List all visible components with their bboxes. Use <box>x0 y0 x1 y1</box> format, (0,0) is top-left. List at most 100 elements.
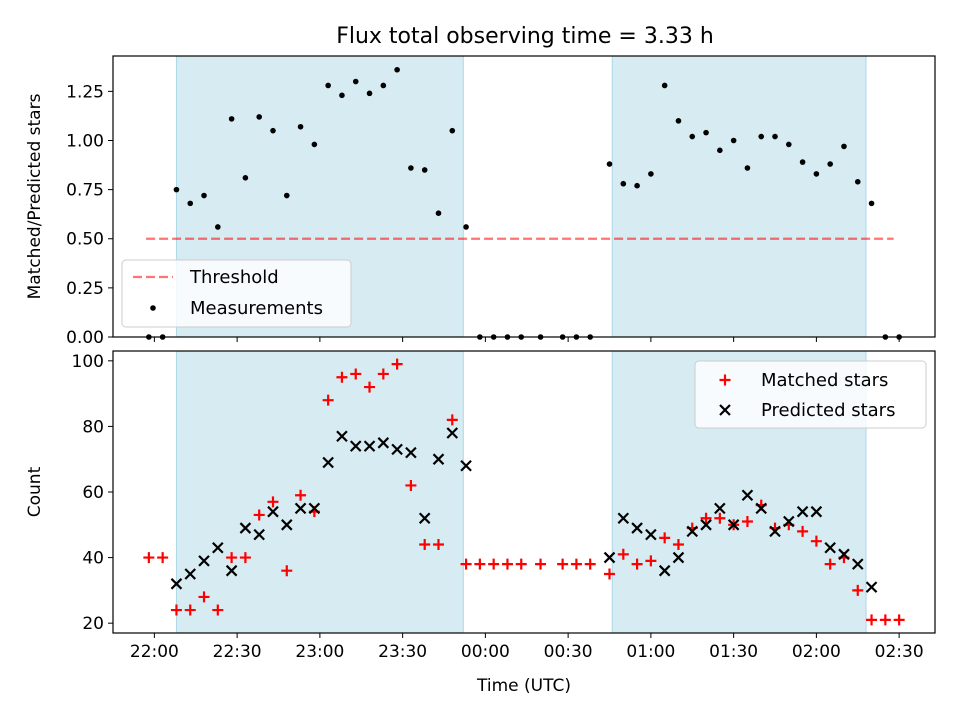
data-point <box>198 591 210 603</box>
data-point <box>239 522 252 534</box>
ratio-panel: 0.00 0.25 0.50 0.75 1.00 1.25 Matched/Predicte… <box>25 55 936 348</box>
data-point <box>226 552 238 564</box>
x-tick-label: 23:00 <box>295 642 344 662</box>
data-point <box>408 165 414 171</box>
data-point <box>714 512 726 524</box>
data-point <box>824 541 836 554</box>
data-point <box>419 538 431 550</box>
data-point <box>432 538 444 550</box>
data-point <box>703 129 709 136</box>
data-point <box>584 558 596 570</box>
data-point <box>648 171 654 177</box>
data-point <box>270 127 276 134</box>
data-point <box>308 502 321 515</box>
data-point <box>603 551 616 564</box>
data-point <box>322 394 334 406</box>
data-point <box>336 430 348 443</box>
data-point <box>689 133 696 140</box>
data-point <box>501 558 513 570</box>
data-point <box>810 505 823 518</box>
data-point <box>758 133 765 140</box>
data-point <box>394 66 400 73</box>
data-point <box>741 516 753 528</box>
data-point <box>187 200 194 207</box>
data-point <box>253 509 265 521</box>
data-point <box>460 459 472 472</box>
legend-entry: Predicted stars <box>761 400 895 421</box>
y-tick-label: 60 <box>82 483 104 503</box>
data-point <box>391 358 403 370</box>
data-point <box>405 479 417 491</box>
data-point <box>841 143 847 150</box>
y-tick-label: 1.25 <box>66 82 104 102</box>
series-predicted-stars <box>170 427 878 593</box>
data-point <box>228 116 235 122</box>
x-tick-label: 01:00 <box>626 642 675 662</box>
data-point <box>810 535 822 547</box>
data-point <box>157 552 169 564</box>
x-tick-label: 01:30 <box>709 642 758 662</box>
y-axis-label: Matched/Predicted stars <box>25 93 45 299</box>
data-point <box>352 78 359 85</box>
legend-measurement-swatch <box>150 305 156 311</box>
data-point <box>242 175 249 181</box>
data-point <box>700 512 712 524</box>
legend-entry: Measurements <box>190 298 323 319</box>
x-axis-label: Time (UTC) <box>476 676 571 696</box>
data-point <box>672 551 685 564</box>
data-point <box>604 568 616 580</box>
data-point <box>893 614 905 626</box>
data-point <box>659 532 671 544</box>
data-point <box>570 558 582 570</box>
data-point <box>325 82 331 89</box>
x-tick-label: 00:30 <box>544 642 593 662</box>
data-point <box>143 552 155 564</box>
data-point <box>796 505 809 518</box>
data-point <box>727 519 740 531</box>
data-point <box>463 224 469 230</box>
data-point <box>879 614 891 626</box>
data-point <box>446 427 459 439</box>
data-point <box>256 114 262 120</box>
data-point <box>824 558 836 570</box>
data-point <box>212 541 224 554</box>
legend-predicted-swatch <box>719 404 731 416</box>
data-point <box>868 200 875 207</box>
data-point <box>631 558 643 570</box>
data-point <box>617 512 630 525</box>
data-point <box>184 568 197 580</box>
data-point <box>449 127 456 134</box>
data-point <box>294 502 307 515</box>
y-tick-label: 1.00 <box>66 131 104 151</box>
data-point <box>446 414 458 426</box>
data-point <box>336 371 348 383</box>
data-point <box>700 519 712 531</box>
data-point <box>717 147 723 154</box>
observing-band <box>176 351 464 633</box>
x-tick-label: 23:30 <box>378 642 427 662</box>
data-point <box>295 489 307 501</box>
data-point <box>866 614 878 626</box>
data-point <box>283 192 290 199</box>
data-point <box>744 165 751 171</box>
data-point <box>675 118 682 124</box>
y-tick-label: 80 <box>82 417 104 437</box>
data-point <box>854 178 861 185</box>
data-point <box>311 141 318 148</box>
legend-entry: Matched stars <box>761 370 888 391</box>
data-point <box>198 555 210 567</box>
data-point <box>851 558 864 570</box>
legend-matched-swatch <box>719 374 731 386</box>
data-point <box>631 522 643 534</box>
data-point <box>253 528 265 541</box>
data-point <box>838 548 850 561</box>
data-point <box>617 548 629 560</box>
data-point <box>460 558 472 570</box>
data-point <box>405 446 417 459</box>
data-point <box>267 505 279 518</box>
data-point <box>350 368 362 380</box>
data-point <box>557 558 569 570</box>
data-point <box>620 180 627 187</box>
data-point <box>281 519 293 531</box>
